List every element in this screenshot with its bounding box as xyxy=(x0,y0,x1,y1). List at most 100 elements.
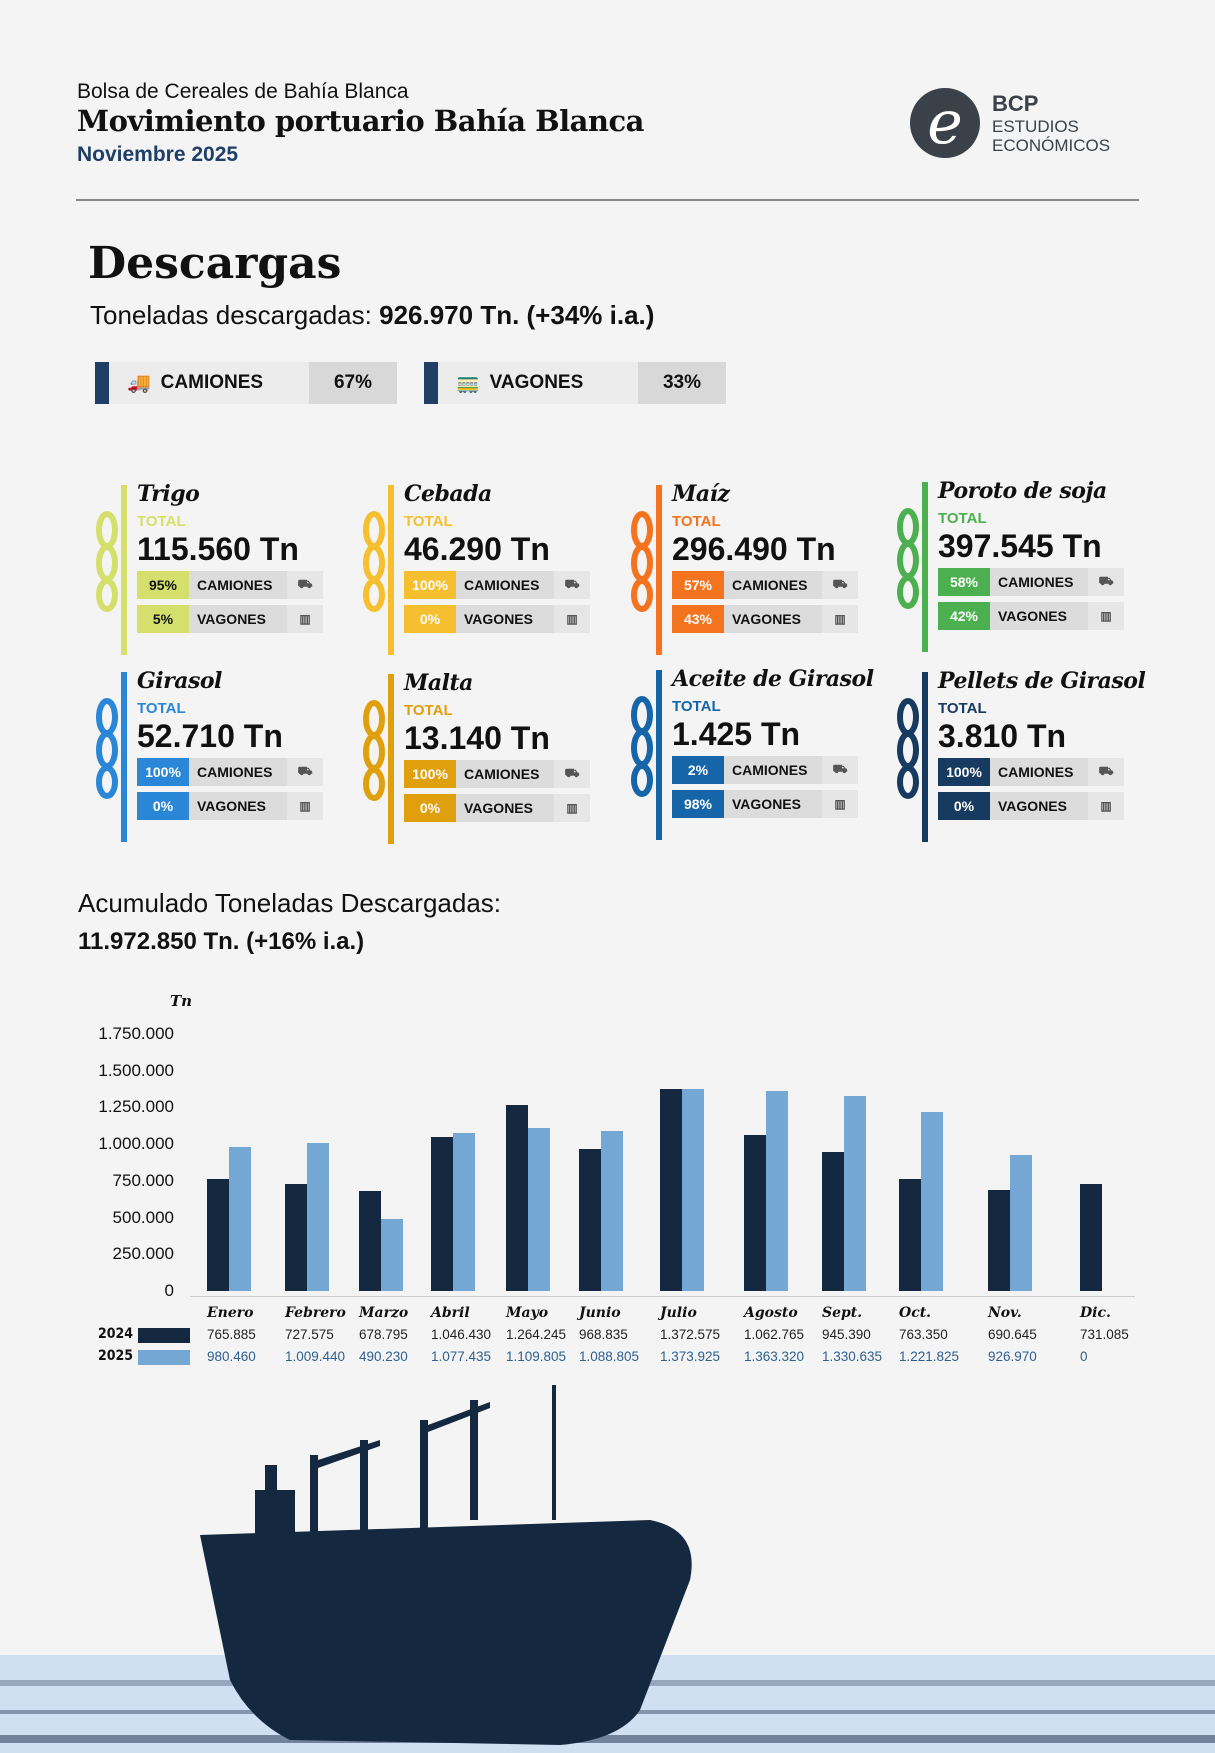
product-card: Pellets de Girasol TOTAL 3.810 Tn 100% CA… xyxy=(894,668,1154,842)
camiones-label: CAMIONES xyxy=(160,372,264,393)
x-tick-label: Abril xyxy=(431,1305,470,1321)
truck-icon: ⛟ xyxy=(822,756,858,784)
camiones-pct: 58% xyxy=(938,568,990,596)
value-label: 490.230 xyxy=(359,1349,408,1364)
vagones-label: VAGONES xyxy=(189,792,287,820)
x-tick-label: Sept. xyxy=(822,1305,863,1321)
camiones-pct: 100% xyxy=(404,571,456,599)
color-bar xyxy=(922,672,928,842)
report-period: Noviembre 2025 xyxy=(77,143,239,166)
railcar-icon: ▥ xyxy=(554,605,590,633)
bar-2024 xyxy=(431,1137,453,1291)
product-icon xyxy=(96,698,118,799)
x-tick-label: Dic. xyxy=(1080,1305,1111,1321)
product-name: Aceite de Girasol xyxy=(672,666,874,692)
product-total: 397.545 Tn xyxy=(938,528,1102,564)
bar-2024 xyxy=(988,1189,1010,1291)
logo-sub2: ECONÓMICOS xyxy=(992,136,1111,155)
value-label: 678.795 xyxy=(359,1327,408,1342)
color-bar xyxy=(656,485,662,655)
vagones-label: VAGONES xyxy=(724,790,822,818)
x-tick-label: Enero xyxy=(207,1305,254,1321)
report-title: Movimiento portuario Bahía Blanca xyxy=(77,104,644,138)
bar-2024 xyxy=(359,1191,381,1291)
bar-2024 xyxy=(579,1148,601,1291)
camiones-label: CAMIONES xyxy=(189,571,287,599)
vagones-row: 43% VAGONES ▥ xyxy=(672,605,858,633)
camiones-pct: 100% xyxy=(938,758,990,786)
x-tick-label: Oct. xyxy=(899,1305,932,1321)
railcar-icon: ▥ xyxy=(287,605,323,633)
tonnage-summary: Toneladas descargadas: 926.970 Tn. (+34%… xyxy=(90,300,654,331)
x-tick-label: Julio xyxy=(660,1305,697,1321)
camiones-label: CAMIONES xyxy=(456,760,554,788)
value-label: 1.373.925 xyxy=(660,1349,721,1364)
value-label: 1.264.245 xyxy=(506,1327,567,1342)
bar-2025 xyxy=(381,1219,403,1291)
bar-2024 xyxy=(285,1184,307,1291)
vagones-label: VAGONES xyxy=(489,372,584,393)
product-icon xyxy=(96,511,118,612)
truck-icon: ⛟ xyxy=(1088,568,1124,596)
camiones-row: 2% CAMIONES ⛟ xyxy=(672,756,858,784)
legend-swatch xyxy=(138,1328,190,1343)
product-name: Girasol xyxy=(137,668,222,694)
total-label: TOTAL xyxy=(404,702,453,719)
bar-2024 xyxy=(899,1178,921,1291)
organization-name: Bolsa de Cereales de Bahía Blanca xyxy=(77,80,409,103)
section-title: Descargas xyxy=(88,238,342,289)
divider xyxy=(76,199,1139,201)
vagones-label: VAGONES xyxy=(189,605,287,633)
bar-2024 xyxy=(506,1105,528,1291)
camiones-pct: 95% xyxy=(137,571,189,599)
bar-2025 xyxy=(229,1147,251,1291)
vagones-label: VAGONES xyxy=(724,605,822,633)
value-label: 763.350 xyxy=(899,1327,948,1342)
product-card: Maíz TOTAL 296.490 Tn 57% CAMIONES ⛟ 43% VA… xyxy=(628,481,888,655)
x-tick-label: Mayo xyxy=(506,1305,549,1321)
total-label: TOTAL xyxy=(404,513,453,530)
bar-2024 xyxy=(822,1152,844,1291)
camiones-pct: 67% xyxy=(309,362,397,404)
camiones-label: CAMIONES xyxy=(724,756,822,784)
vagones-pct: 0% xyxy=(404,794,456,822)
color-bar xyxy=(388,674,394,844)
railcar-icon: ▥ xyxy=(1088,602,1124,630)
camiones-row: 100% CAMIONES ⛟ xyxy=(938,758,1124,786)
product-total: 13.140 Tn xyxy=(404,720,550,756)
total-label: TOTAL xyxy=(137,513,186,530)
truck-icon: ⛟ xyxy=(554,571,590,599)
x-tick-label: Junio xyxy=(579,1305,621,1321)
camiones-label: CAMIONES xyxy=(990,758,1088,786)
vagones-pct: 0% xyxy=(137,792,189,820)
summary-label: Toneladas descargadas: xyxy=(90,300,372,330)
summary-value: 926.970 Tn. (+34% i.a.) xyxy=(379,300,655,330)
railcar-icon: 🚃 xyxy=(456,373,480,394)
truck-icon: ⛟ xyxy=(287,571,323,599)
camiones-row: 95% CAMIONES ⛟ xyxy=(137,571,323,599)
bar-2025 xyxy=(528,1128,550,1291)
vagones-row: 42% VAGONES ▥ xyxy=(938,602,1124,630)
bar-2025 xyxy=(766,1090,788,1291)
product-total: 46.290 Tn xyxy=(404,531,550,567)
vagones-row: 0% VAGONES ▥ xyxy=(404,605,590,633)
camiones-pct: 2% xyxy=(672,756,724,784)
camiones-pct: 100% xyxy=(137,758,189,786)
product-icon xyxy=(897,698,919,799)
ship-illustration xyxy=(0,1385,1215,1753)
product-card: Aceite de Girasol TOTAL 1.425 Tn 2% CAMIO… xyxy=(628,666,888,840)
camiones-label: CAMIONES xyxy=(456,571,554,599)
vagones-row: 5% VAGONES ▥ xyxy=(137,605,323,633)
bar-2024 xyxy=(660,1089,682,1291)
total-label: TOTAL xyxy=(672,698,721,715)
vagones-share: 🚃 VAGONES 33% xyxy=(424,362,726,404)
product-card: Girasol TOTAL 52.710 Tn 100% CAMIONES ⛟ 0%… xyxy=(93,668,353,842)
vagones-pct: 98% xyxy=(672,790,724,818)
value-label: 1.221.825 xyxy=(899,1349,960,1364)
vagones-pct: 0% xyxy=(404,605,456,633)
legend-label: 2024 xyxy=(98,1326,134,1342)
product-name: Poroto de soja xyxy=(938,478,1107,504)
vagones-label: VAGONES xyxy=(990,792,1088,820)
product-total: 115.560 Tn xyxy=(137,531,299,567)
y-tick-label: 500.000 xyxy=(112,1207,174,1227)
